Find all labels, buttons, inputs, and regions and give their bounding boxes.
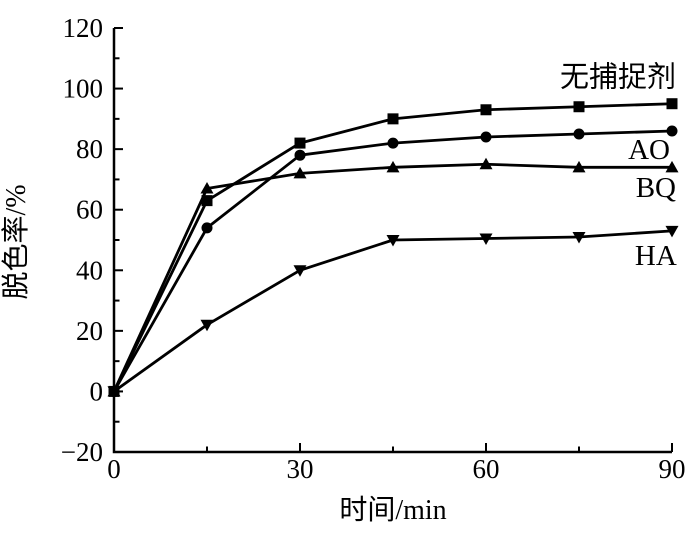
marker-triangle-down — [293, 265, 307, 277]
series-label: HA — [635, 240, 677, 272]
marker-triangle-down — [200, 319, 214, 332]
marker-square — [387, 113, 399, 125]
y-tick-label: 80 — [76, 134, 103, 164]
marker-triangle-up — [293, 166, 307, 179]
marker-circle — [387, 137, 399, 149]
y-tick-label: −20 — [61, 437, 103, 467]
y-tick-label: 20 — [76, 316, 103, 346]
x-axis-title: 时间/min — [339, 494, 446, 526]
marker-circle — [573, 128, 585, 140]
marker-triangle-up — [665, 160, 679, 173]
marker-square — [480, 104, 492, 116]
x-tick-label: 90 — [659, 454, 686, 484]
y-tick-label: 60 — [76, 195, 103, 225]
marker-triangle-down — [572, 231, 586, 244]
marker-circle — [201, 222, 213, 234]
labels-layer: 时间/min 脱色率/% 无捕捉剂 AO BQ HA — [0, 60, 677, 526]
series-label: AO — [628, 134, 670, 166]
marker-square — [666, 98, 678, 110]
marker-triangle-up — [386, 160, 400, 173]
marker-triangle-up — [479, 157, 493, 170]
marker-circle — [294, 149, 306, 161]
y-tick-label: 40 — [76, 255, 103, 285]
series-line-triangle-down — [113, 229, 673, 393]
marker-triangle-up — [572, 160, 586, 173]
series-layer — [107, 98, 679, 398]
y-tick-label: 0 — [90, 376, 104, 406]
marker-triangle-down — [479, 233, 493, 245]
marker-triangle-down — [107, 386, 121, 398]
marker-triangle-down — [665, 225, 679, 238]
y-tick-label: 100 — [63, 74, 104, 104]
x-tick-label: 0 — [107, 454, 121, 484]
series-label: BQ — [636, 172, 676, 204]
marker-triangle-down — [386, 235, 400, 247]
series-label: 无捕捉剂 — [560, 60, 676, 93]
x-tick-label: 30 — [287, 454, 314, 484]
marker-square — [573, 101, 585, 113]
marker-square — [201, 195, 213, 207]
y-axis-title: 脱色率/% — [0, 184, 32, 299]
marker-triangle-up — [200, 182, 214, 194]
marker-square — [294, 137, 306, 149]
series-line-triangle-up — [112, 162, 672, 393]
marker-circle — [666, 125, 678, 137]
x-tick-label: 60 — [473, 454, 500, 484]
marker-circle — [480, 131, 492, 143]
y-tick-label: 120 — [63, 13, 104, 43]
